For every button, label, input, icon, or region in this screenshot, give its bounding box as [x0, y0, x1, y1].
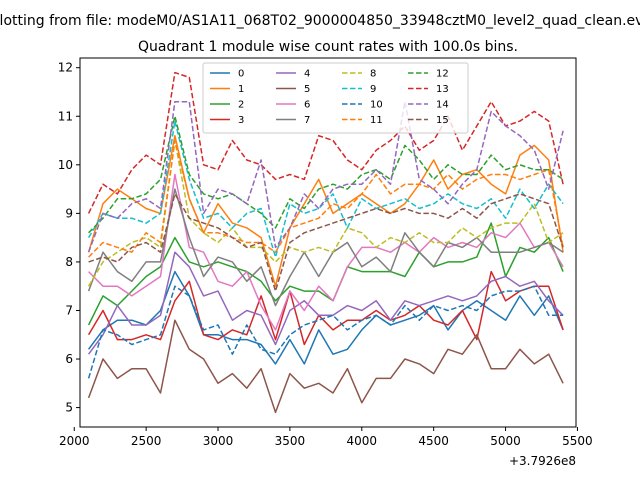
x-tick-label-2500: 2500: [131, 434, 162, 448]
y-tick-label-12: 12: [58, 61, 73, 75]
y-tick-label-6: 6: [65, 352, 73, 366]
legend-label-8: 8: [370, 69, 376, 80]
chart-title: Quadrant 1 module wise count rates with …: [138, 39, 518, 55]
series-line-5: [87, 319, 564, 414]
plot-frame: [79, 57, 577, 428]
series-line-11: [88, 139, 564, 258]
legend-label-2: 2: [238, 100, 244, 111]
series-line-9: [87, 120, 564, 258]
x-tick-label-5000: 5000: [490, 434, 521, 448]
y-tick-label-10: 10: [58, 158, 73, 172]
figure-suptitle: Plotting from file: modeM0/AS1A11_068T02…: [0, 13, 640, 29]
legend-label-11: 11: [370, 115, 383, 126]
y-tick-label-8: 8: [65, 255, 73, 269]
y-tick-label-5: 5: [65, 401, 73, 415]
legend-label-14: 14: [436, 100, 449, 111]
axes: 2000 2500 3000 3500 4000 4500 5000 550056789101…: [58, 57, 593, 468]
legend-label-5: 5: [304, 84, 310, 95]
x-tick-label-3500: 3500: [275, 434, 306, 448]
x-tick-label-5500: 5500: [562, 434, 593, 448]
x-tick-label-2000: 2000: [59, 434, 90, 448]
y-tick-label-11: 11: [58, 109, 73, 123]
legend-label-4: 4: [304, 69, 310, 80]
series-line-15: [88, 193, 564, 292]
y-tick-label-7: 7: [65, 303, 73, 317]
series-line-3: [87, 270, 564, 346]
y-tick-label-9: 9: [65, 206, 73, 220]
legend-label-15: 15: [436, 115, 449, 126]
legend-label-3: 3: [238, 115, 244, 126]
series-line-12: [88, 115, 564, 234]
series-line-7: [87, 188, 564, 307]
series-line-10: [87, 285, 564, 379]
legend-label-1: 1: [238, 84, 244, 95]
legend-label-10: 10: [370, 100, 383, 111]
legend-box: [202, 62, 469, 134]
legend-label-0: 0: [238, 69, 244, 80]
x-tick-label-4000: 4000: [347, 434, 378, 448]
x-tick-label-4500: 4500: [418, 434, 449, 448]
series-line-14: [87, 100, 564, 253]
x-offset-label: +3.7926e8: [509, 454, 576, 468]
legend-label-9: 9: [370, 84, 376, 95]
x-tick-label-3000: 3000: [203, 434, 234, 448]
series-line-13: [87, 71, 564, 214]
legend-label-12: 12: [436, 69, 449, 80]
legend-label-13: 13: [436, 84, 449, 95]
series-line-4: [87, 251, 564, 355]
plot-lines: [87, 71, 564, 414]
legend-label-7: 7: [304, 115, 310, 126]
legend-label-6: 6: [304, 100, 310, 111]
